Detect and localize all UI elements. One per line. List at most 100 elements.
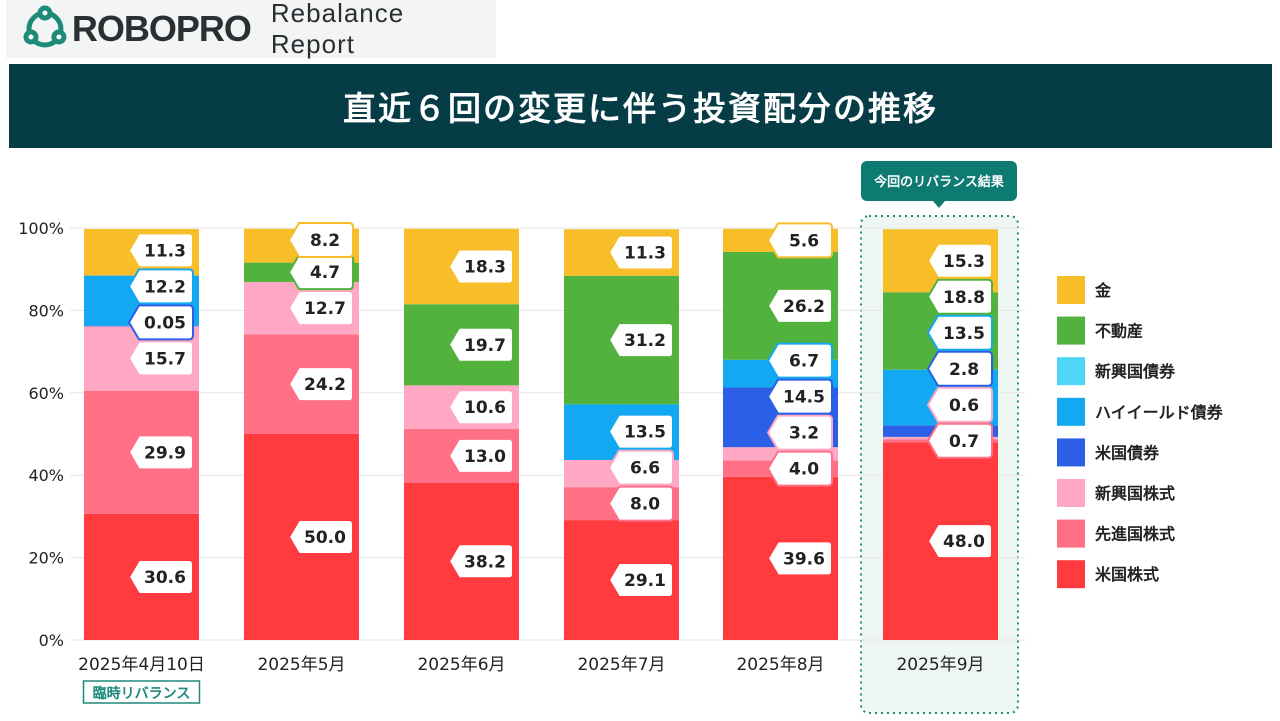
data-label-tag	[927, 314, 993, 351]
data-label: 0.7	[927, 422, 993, 459]
data-label-tag	[927, 422, 993, 459]
data-label-text: 24.2	[304, 375, 346, 395]
data-label-tag	[767, 378, 833, 415]
data-label-tag	[288, 290, 354, 327]
data-label-text: 48.0	[943, 532, 985, 552]
title-bar: 直近６回の変更に伴う投資配分の推移	[9, 64, 1272, 148]
x-tick-label: 2025年9月	[896, 655, 984, 675]
data-label: 2.8	[927, 350, 993, 387]
legend-swatch	[1057, 560, 1085, 589]
data-label-tag	[927, 523, 993, 560]
data-label: 15.7	[128, 340, 194, 377]
data-label-tag	[128, 232, 194, 269]
data-label-text: 10.6	[464, 398, 506, 418]
data-label-tag	[128, 558, 194, 595]
data-label: 30.6	[128, 558, 194, 595]
data-label: 4.7	[288, 254, 354, 291]
data-label: 18.8	[927, 278, 993, 315]
data-label-tag	[767, 450, 833, 487]
y-tick-label: 60%	[28, 384, 64, 403]
data-label-text: 29.1	[624, 571, 666, 591]
data-label: 13.0	[448, 437, 514, 474]
data-label-tag	[927, 350, 993, 387]
callout-text: 今回のリバランス結果	[873, 174, 1004, 190]
data-label-text: 8.0	[630, 495, 660, 515]
data-label: 19.7	[448, 326, 514, 363]
data-label: 8.0	[608, 485, 674, 522]
brand-header: ROBOPRO Rebalance Report	[6, 0, 496, 59]
data-label-tag	[448, 326, 514, 363]
y-tick-label: 40%	[28, 466, 64, 485]
x-tick-label: 2025年8月	[736, 655, 824, 675]
data-label-text: 2.8	[949, 360, 979, 380]
data-label-tag	[927, 278, 993, 315]
data-label-text: 0.7	[949, 432, 979, 452]
data-label-text: 31.2	[624, 331, 666, 351]
legend-swatch	[1057, 397, 1085, 426]
callout-pointer	[933, 201, 945, 208]
brand-subtitle: Rebalance Report	[270, 0, 405, 59]
data-label: 4.0	[767, 450, 833, 487]
legend-swatch	[1057, 479, 1085, 507]
data-label-text: 30.6	[144, 568, 186, 588]
data-label-tag	[767, 222, 833, 259]
data-label: 29.1	[608, 562, 674, 599]
legend-label: 新興国債券	[1095, 362, 1176, 381]
data-label-tag	[767, 414, 833, 451]
legend-label: 米国債券	[1095, 443, 1160, 462]
data-label: 6.6	[608, 449, 674, 486]
data-label-tag	[608, 413, 674, 450]
data-label: 12.7	[288, 290, 354, 327]
legend-label: 米国株式	[1095, 565, 1159, 584]
legend-label: ハイイールド債券	[1095, 403, 1224, 422]
data-label-text: 12.7	[304, 299, 346, 319]
legend-swatch	[1057, 438, 1085, 467]
data-label-text: 29.9	[144, 443, 186, 463]
brand-name: ROBOPRO	[71, 8, 252, 49]
data-label: 11.3	[128, 232, 194, 269]
data-label-tag	[608, 562, 674, 599]
data-label-tag	[128, 434, 194, 471]
data-label: 0.05	[128, 304, 194, 341]
data-label-text: 18.3	[464, 258, 506, 278]
note-badge-text: 臨時リバランス	[93, 685, 191, 702]
y-tick-label: 0%	[39, 631, 64, 650]
data-label-text: 15.3	[943, 252, 985, 272]
data-label: 24.2	[288, 366, 354, 403]
data-label-tag	[448, 543, 514, 580]
y-tick-label: 80%	[28, 301, 64, 320]
data-label-tag	[128, 268, 194, 305]
legend-swatch	[1057, 519, 1085, 548]
data-label-text: 3.2	[789, 424, 819, 444]
data-label-tag	[448, 437, 514, 474]
data-label: 3.2	[767, 414, 833, 451]
x-tick-label: 2025年4月10日	[78, 655, 205, 675]
legend-swatch	[1057, 316, 1085, 345]
data-label-tag	[128, 304, 194, 341]
data-label: 10.6	[448, 389, 514, 426]
data-label-tag	[767, 540, 833, 577]
data-label-text: 14.5	[783, 388, 825, 408]
robopro-logo-icon	[23, 5, 67, 48]
data-label-text: 12.2	[144, 277, 186, 297]
data-label-text: 13.5	[943, 324, 985, 344]
data-label-text: 11.3	[624, 244, 666, 264]
data-label: 50.0	[288, 519, 354, 555]
data-label: 13.5	[927, 314, 993, 351]
data-label: 26.2	[767, 287, 833, 324]
data-label: 39.6	[767, 540, 833, 577]
data-label-text: 39.6	[783, 549, 825, 569]
data-label-tag	[448, 389, 514, 426]
data-label-tag	[767, 287, 833, 324]
data-label-text: 5.6	[789, 231, 819, 251]
data-label-tag	[767, 342, 833, 379]
data-label: 11.3	[608, 234, 674, 271]
data-label-tag	[288, 519, 354, 555]
callout-box	[861, 161, 1017, 201]
page-title: 直近６回の変更に伴う投資配分の推移	[343, 89, 938, 128]
data-label: 31.2	[608, 322, 674, 359]
data-label: 6.7	[767, 342, 833, 379]
legend-label: 新興国株式	[1095, 484, 1175, 503]
data-label-text: 18.8	[943, 288, 985, 308]
stacked-bar-chart: 0% 20% 40% 60% 80% 100% 30.6 29.9 15.7 0.05 12.2 11…	[18, 161, 1224, 714]
